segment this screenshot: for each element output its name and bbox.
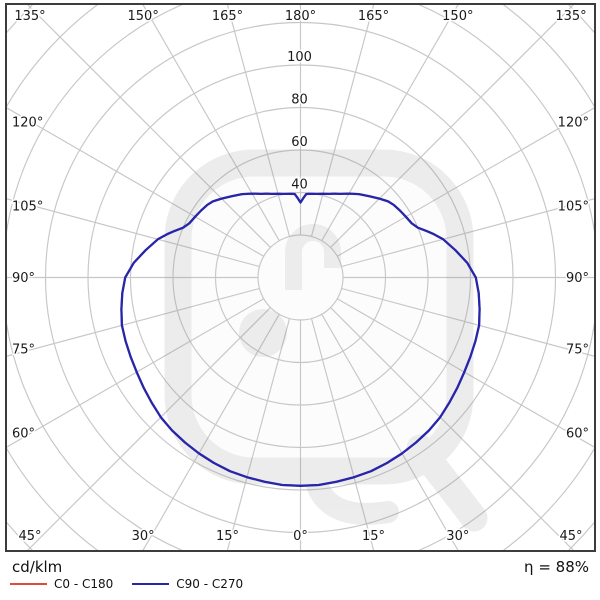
angle-label: 90° — [12, 271, 35, 286]
radial-label: 40 — [291, 178, 308, 193]
angle-label: 15° — [362, 529, 385, 544]
curve-c90-c270 — [120, 192, 481, 487]
angle-label: 105° — [12, 200, 43, 215]
grid-spoke — [341, 198, 594, 268]
radial-label: 60 — [291, 135, 308, 150]
grid-spoke — [27, 5, 271, 248]
legend-line-c90-c270 — [132, 583, 170, 585]
angle-label: 75° — [566, 342, 589, 357]
radial-label: 100 — [287, 50, 312, 65]
grid-spoke — [321, 5, 459, 241]
angle-label: 120° — [558, 116, 589, 131]
legend-entry-c90-c270: C90 - C270 — [132, 577, 243, 591]
angle-label: 120° — [12, 116, 43, 131]
grid-spoke — [310, 5, 375, 237]
angle-label: 135° — [555, 9, 586, 24]
grid-spoke — [226, 5, 291, 237]
radial-label: 80 — [291, 93, 308, 108]
angle-label: 165° — [358, 9, 389, 24]
grid-spoke — [330, 5, 574, 248]
angle-label: 0° — [293, 529, 308, 544]
angle-label: 90° — [566, 271, 589, 286]
grid-spoke — [330, 307, 574, 550]
efficiency-label: η = 88% — [524, 558, 589, 576]
angle-label: 75° — [12, 342, 35, 357]
angle-label: 180° — [285, 9, 316, 24]
legend-entry-c0-c180: C0 - C180 — [10, 577, 113, 591]
grid-spoke — [310, 318, 375, 550]
grid-spoke — [337, 107, 594, 257]
watermark-logo — [164, 149, 488, 532]
angle-label: 60° — [12, 426, 35, 441]
angle-label: 30° — [446, 529, 469, 544]
grid-spoke — [7, 198, 260, 268]
grid-spoke — [226, 318, 291, 550]
angle-label: 150° — [442, 9, 473, 24]
grid-spoke — [7, 287, 260, 357]
angle-label: 45° — [18, 529, 41, 544]
plot-frame — [5, 3, 596, 552]
axis-labels: 0° 15° 15° 30° 30° 45° 45° 60° 60° 75° 75° 90° 90° 10… — [11, 8, 591, 546]
grid-spoke — [27, 307, 271, 550]
grid-spoke — [142, 5, 280, 241]
angle-label: 105° — [558, 200, 589, 215]
legend: C0 - C180 C90 - C270 — [10, 577, 243, 591]
grid-spoke — [337, 298, 594, 448]
grid-spoke — [7, 107, 264, 257]
angle-label: 45° — [559, 529, 582, 544]
grid-spoke — [142, 314, 280, 550]
legend-line-c0-c180 — [10, 583, 47, 585]
watermark-blob — [239, 309, 287, 357]
watermark-hook — [304, 467, 399, 525]
watermark-ring — [164, 149, 474, 485]
angle-label: 30° — [132, 529, 155, 544]
angle-label: 135° — [14, 9, 45, 24]
grid-spoke — [341, 287, 594, 357]
watermark-tail — [406, 434, 488, 532]
angle-label: 165° — [212, 9, 243, 24]
angle-label: 60° — [566, 426, 589, 441]
legend-label-c0-c180: C0 - C180 — [54, 577, 114, 591]
grid-spoke — [7, 298, 264, 448]
watermark-glyph — [285, 224, 341, 290]
angle-label: 15° — [216, 529, 239, 544]
angle-label: 150° — [128, 9, 159, 24]
legend-label-c90-c270: C90 - C270 — [176, 577, 244, 591]
units-label: cd/klm — [12, 558, 63, 576]
grid-spoke — [321, 314, 459, 550]
